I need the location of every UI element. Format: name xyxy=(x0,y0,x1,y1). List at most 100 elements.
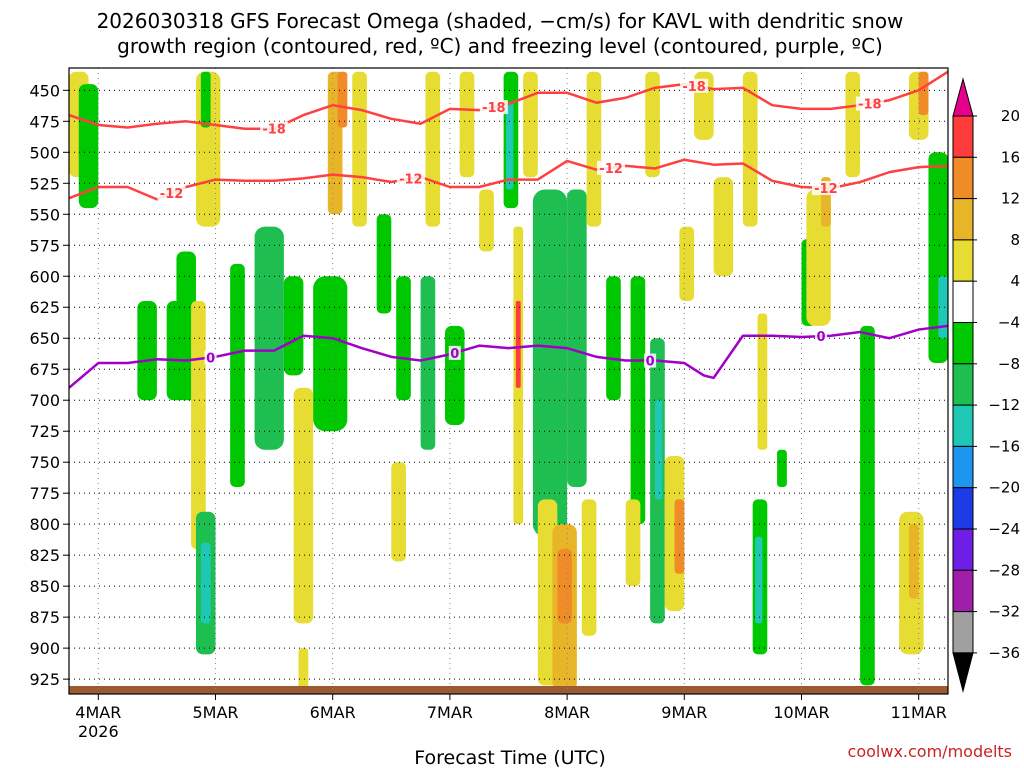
omega-shade-cell xyxy=(191,301,206,549)
omega-shade-cell xyxy=(523,71,538,178)
contour-label-bg xyxy=(815,329,828,344)
colorbar-tick-label: −12 xyxy=(988,396,1020,414)
contour-label-bg xyxy=(157,186,186,201)
contour-label-bg xyxy=(479,100,508,115)
contour-label-bg xyxy=(680,78,709,93)
colorbar-segment xyxy=(952,569,974,613)
colorbar-tick-label: −36 xyxy=(988,644,1020,662)
x-tick-label: 10MAR xyxy=(773,703,829,722)
colorbar-segment xyxy=(952,239,974,282)
omega-shade-cell xyxy=(459,71,475,178)
colorbar-segment xyxy=(952,322,974,365)
y-tick-label: 475 xyxy=(29,112,60,131)
omega-shade-cell xyxy=(200,71,211,128)
colorbar-tick-label: −4 xyxy=(998,314,1020,332)
omega-shade-cell xyxy=(655,400,663,500)
colorbar-bottom-arrow xyxy=(952,652,974,693)
contour-label-bg xyxy=(644,353,657,368)
omega-shade-cell xyxy=(293,387,314,624)
omega-shade-cell xyxy=(537,499,558,686)
y-tick-label: 825 xyxy=(29,546,60,565)
contour-label: -18 xyxy=(482,101,506,116)
contour-label: -18 xyxy=(858,98,882,113)
y-tick-label: 450 xyxy=(29,81,60,100)
colorbar-segment xyxy=(952,611,974,654)
omega-shade-cell xyxy=(674,499,685,574)
y-tick-label: 725 xyxy=(29,422,60,441)
x-tick-label: 11MAR xyxy=(891,703,947,722)
omega-shade-cell xyxy=(298,648,309,692)
contour-lines: -18 -18 -18 -18 -12 -12 -12 -12 0 0 0 0 xyxy=(68,70,949,389)
omega-shade-cell xyxy=(860,325,875,686)
contour-label-bg xyxy=(811,181,840,196)
x-axis-label: Forecast Time (UTC) xyxy=(414,747,605,768)
omega-shade-cell xyxy=(571,251,582,401)
omega-shade-cell xyxy=(908,524,919,599)
colorbar-segment xyxy=(952,404,974,447)
terrain-strip xyxy=(69,686,948,694)
axes: 450 475 500 525 550 575 600 625 650 675 700 725 750 7… xyxy=(29,67,949,741)
omega-shade-cell xyxy=(230,263,245,487)
omega-shade-cell xyxy=(506,102,514,190)
y-tick-label: 550 xyxy=(29,205,60,224)
y-tick-label: 925 xyxy=(29,670,60,689)
x-tick-label: 4MAR xyxy=(75,703,121,722)
colorbar-tick-label: 8 xyxy=(1010,231,1020,249)
omega-shade-cell xyxy=(713,177,734,277)
isotherm-minus18-line xyxy=(68,70,949,130)
x-tick-label: 7MAR xyxy=(427,703,473,722)
y-tick-label: 700 xyxy=(29,391,60,410)
omega-shade-cell xyxy=(586,71,602,227)
colorbar: 20 16 12 8 4 −4 −8 −12 −16 −20 −24 −28 −32 −36 xyxy=(952,77,1020,693)
plot-frame xyxy=(68,67,949,695)
omega-shade-cell xyxy=(376,214,392,314)
freezing-level-line xyxy=(68,324,949,389)
omega-shade-cell xyxy=(630,276,646,525)
omega-shade-cell xyxy=(606,276,621,401)
colorbar-tick-label: −8 xyxy=(998,355,1020,373)
omega-shade-cell xyxy=(200,542,211,624)
omega-shade-cell xyxy=(396,276,411,401)
colorbar-segment xyxy=(952,445,974,489)
omega-shade-cell xyxy=(78,84,99,209)
y-tick-label: 600 xyxy=(29,267,60,286)
y-tick-label: 800 xyxy=(29,515,60,534)
omega-shade-cell xyxy=(645,71,660,178)
omega-shade-cell xyxy=(391,462,406,562)
omega-shade-cell xyxy=(625,499,641,587)
chart-title-line-1: 2026030318 GFS Forecast Omega (shaded, −… xyxy=(97,9,904,33)
y-tick-label: 900 xyxy=(29,639,60,658)
plot-area xyxy=(69,68,948,694)
colorbar-segment xyxy=(952,115,974,158)
x-tick-label: 9MAR xyxy=(661,703,707,722)
colorbar-segment xyxy=(952,487,974,530)
contour-label-bg xyxy=(396,171,425,186)
colorbar-tick-label: 20 xyxy=(1001,107,1020,125)
x-tick-sublabel: 2026 xyxy=(78,722,119,741)
y-tick-label: 850 xyxy=(29,577,60,596)
y-tick-label: 500 xyxy=(29,143,60,162)
contour-label-bg xyxy=(855,96,884,111)
omega-shade-cell xyxy=(938,276,948,339)
omega-shade-cell xyxy=(581,499,597,636)
contour-label-bg xyxy=(260,121,289,136)
omega-shade-cell xyxy=(757,313,768,450)
colorbar-segment xyxy=(952,363,974,406)
colorbar-segment xyxy=(952,156,974,200)
omega-shade-cell xyxy=(445,325,465,426)
omega-shade-cell xyxy=(755,536,763,624)
omega-shade-cell xyxy=(777,449,787,487)
omega-shade-cell xyxy=(918,71,929,116)
contour-label: -18 xyxy=(262,123,286,138)
colorbar-tick-label: 12 xyxy=(1001,190,1020,208)
colorbar-tick-label: −20 xyxy=(988,479,1020,497)
x-tick-label: 6MAR xyxy=(310,703,356,722)
contour-label-bg xyxy=(204,350,217,365)
omega-shade-cell xyxy=(352,71,367,227)
contour-label: -18 xyxy=(682,80,706,95)
omega-shade-cell xyxy=(313,276,348,432)
colorbar-segment xyxy=(952,280,974,324)
omega-shade-cell xyxy=(425,71,441,227)
contour-label: -12 xyxy=(160,187,184,202)
